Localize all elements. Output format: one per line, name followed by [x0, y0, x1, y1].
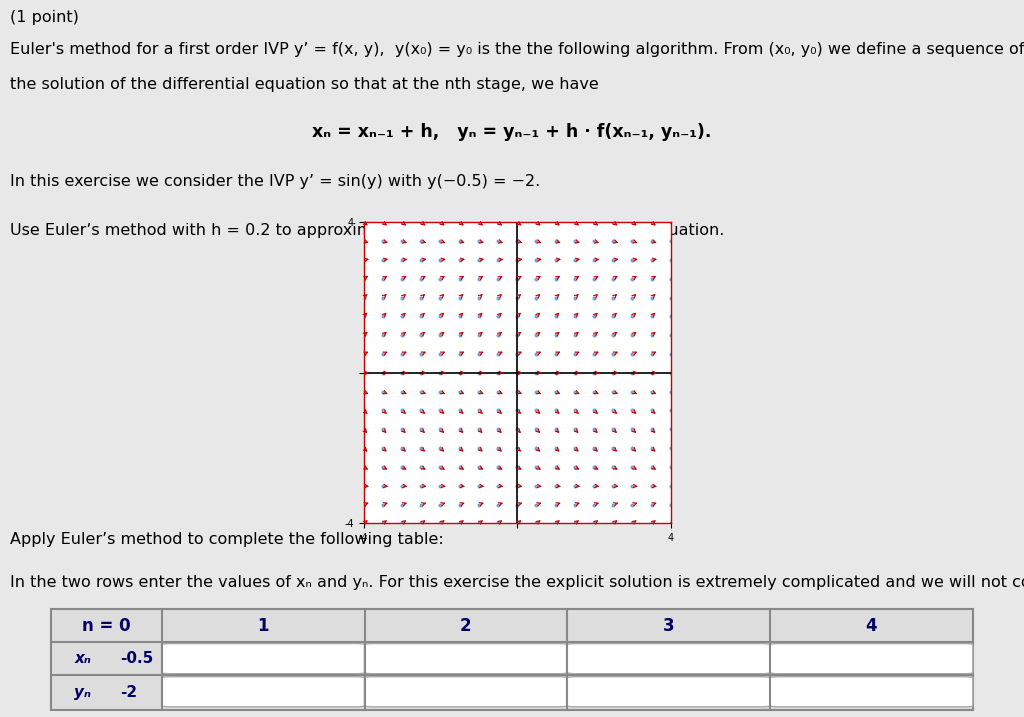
Text: 2: 2: [460, 617, 472, 635]
FancyBboxPatch shape: [51, 609, 973, 710]
Text: Apply Euler’s method to complete the following table:: Apply Euler’s method to complete the fol…: [10, 532, 444, 547]
Text: the solution of the differential equation so that at the nth stage, we have: the solution of the differential equatio…: [10, 77, 599, 92]
Text: -2: -2: [121, 685, 137, 700]
Text: -0.5: -0.5: [121, 650, 154, 665]
FancyBboxPatch shape: [567, 677, 770, 707]
FancyBboxPatch shape: [365, 677, 567, 707]
FancyBboxPatch shape: [365, 644, 567, 674]
Text: 3: 3: [663, 617, 675, 635]
FancyBboxPatch shape: [567, 644, 770, 674]
Text: xₙ: xₙ: [75, 650, 91, 665]
Text: yₙ: yₙ: [75, 685, 91, 700]
FancyBboxPatch shape: [770, 644, 973, 674]
Text: xₙ = xₙ₋₁ + h,   yₙ = yₙ₋₁ + h · f(xₙ₋₁, yₙ₋₁).: xₙ = xₙ₋₁ + h, yₙ = yₙ₋₁ + h · f(xₙ₋₁, y…: [312, 123, 712, 141]
FancyBboxPatch shape: [162, 644, 365, 674]
Text: In this exercise we consider the IVP y’ = sin(y) with y(−0.5) = −2.: In this exercise we consider the IVP y’ …: [10, 174, 541, 189]
Text: (1 point): (1 point): [10, 9, 79, 24]
FancyBboxPatch shape: [770, 677, 973, 707]
Text: 1: 1: [257, 617, 269, 635]
Text: 4: 4: [865, 617, 878, 635]
Text: In the two rows enter the values of xₙ and yₙ. For this exercise the explicit so: In the two rows enter the values of xₙ a…: [10, 575, 1024, 590]
Text: n = 0: n = 0: [82, 617, 131, 635]
FancyBboxPatch shape: [162, 677, 365, 707]
Text: Euler's method for a first order IVP y’ = f(x, y),  y(x₀) = y₀ is the the follow: Euler's method for a first order IVP y’ …: [10, 42, 1024, 57]
Text: Use Euler’s method with h = 0.2 to approximate the solution of the differential : Use Euler’s method with h = 0.2 to appro…: [10, 222, 725, 237]
